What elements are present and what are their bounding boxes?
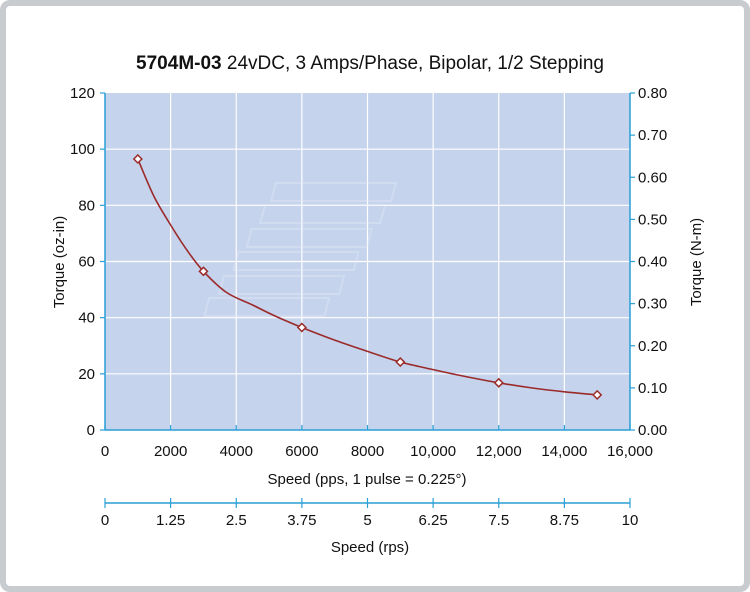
y-left-tick-label: 100 — [70, 141, 95, 158]
secondary-tick-label: 0 — [101, 512, 109, 529]
x-tick-label: 12,000 — [476, 443, 522, 460]
watermark-bar — [258, 204, 387, 224]
y-left-tick-label: 60 — [78, 254, 95, 271]
chart-title-model: 5704M-03 — [136, 53, 222, 74]
secondary-tick-label: 2.5 — [226, 512, 247, 529]
y-left-tick-label: 80 — [78, 197, 95, 214]
x-tick-label: 4000 — [220, 443, 253, 460]
secondary-tick-label: 5 — [363, 512, 371, 529]
watermark-bar — [269, 182, 398, 202]
y-right-tick-label: 0.00 — [638, 422, 667, 439]
data-point-marker — [592, 389, 603, 400]
chart-title-description: 24vDC, 3 Amps/Phase, Bipolar, 1/2 Steppi… — [222, 53, 604, 74]
secondary-tick-label: 7.5 — [488, 512, 509, 529]
watermark-bar — [217, 275, 346, 295]
plot-area: 0 2000 4000 6000 8000 10,000 12,000 14,000 16,00… — [70, 85, 667, 460]
data-point-marker — [395, 356, 406, 368]
secondary-axis-label: Speed (rps) — [331, 539, 409, 556]
x-tick-label: 16,000 — [607, 443, 653, 460]
y-left-tick-label: 20 — [78, 366, 95, 383]
x-tick-label: 14,000 — [541, 443, 587, 460]
y-right-tick-label: 0.70 — [638, 127, 667, 144]
y-axis-label-right: Torque (N-m) — [688, 218, 705, 306]
x-axis-label: Speed (pps, 1 pulse = 0.225°) — [267, 471, 466, 488]
y-right-tick-label: 0.80 — [638, 85, 667, 102]
secondary-tick-label: 10 — [622, 512, 639, 529]
y-left-tick-label: 120 — [70, 85, 95, 102]
data-point-marker — [198, 266, 209, 277]
x-tick-label: 0 — [101, 443, 109, 460]
watermark-bar — [245, 228, 373, 248]
y-right-tick-label: 0.40 — [638, 254, 667, 271]
data-point-marker — [132, 153, 143, 165]
chart-title: 5704M-03 24vDC, 3 Amps/Phase, Bipolar, 1… — [136, 53, 604, 74]
data-point-marker — [493, 377, 504, 388]
x-tick-label: 8000 — [351, 443, 384, 460]
y-right-tick-label: 0.50 — [638, 211, 667, 228]
y-axis-label-left: Torque (oz-in) — [51, 216, 68, 309]
watermark-bar — [232, 251, 360, 271]
x-tick-label: 2000 — [154, 443, 187, 460]
secondary-speed-axis: 0 1.25 2.5 3.75 5 6.25 7.5 8.75 10 — [101, 498, 639, 529]
secondary-tick-label: 8.75 — [550, 512, 579, 529]
y-right-tick-label: 0.20 — [638, 338, 667, 355]
y-right-tick-label: 0.10 — [638, 380, 667, 397]
x-tick-label: 10,000 — [410, 443, 456, 460]
y-left-tick-label: 0 — [87, 422, 95, 439]
data-point-marker — [296, 322, 307, 333]
x-tick-label: 6000 — [285, 443, 318, 460]
secondary-tick-label: 3.75 — [287, 512, 316, 529]
watermark-bar — [203, 297, 331, 317]
y-right-tick-label: 0.60 — [638, 169, 667, 186]
y-right-tick-label: 0.30 — [638, 296, 667, 313]
secondary-tick-label: 1.25 — [156, 512, 185, 529]
y-left-tick-label: 40 — [78, 310, 95, 327]
watermark-logo — [203, 182, 398, 317]
secondary-tick-label: 6.25 — [419, 512, 448, 529]
